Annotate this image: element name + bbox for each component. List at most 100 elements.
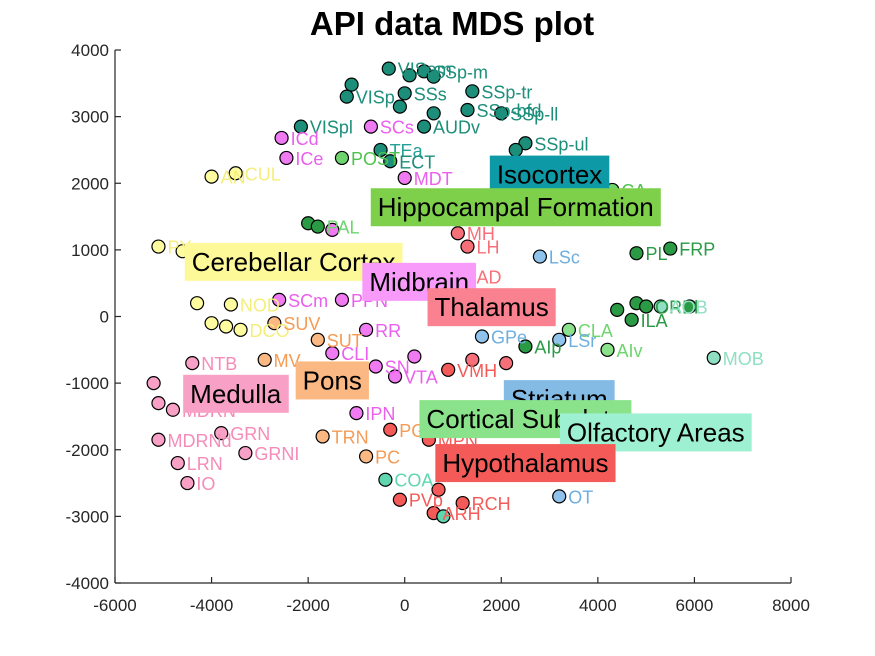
- data-point-label: MOB: [723, 349, 764, 369]
- group-label-text: Hippocampal Formation: [378, 192, 654, 222]
- group-label: Thalamus: [427, 288, 556, 327]
- data-point: [315, 429, 330, 444]
- data-point: [279, 150, 294, 166]
- data-point: [363, 119, 379, 134]
- x-tick-label: 8000: [772, 596, 810, 615]
- data-point-label: TRN: [332, 427, 369, 447]
- data-point-label: AUDv: [433, 118, 480, 138]
- data-point: [165, 402, 181, 417]
- data-point-label: VISpl: [310, 118, 353, 138]
- data-point: [274, 130, 289, 146]
- data-point: [218, 319, 234, 334]
- axes: -6000 -4000 -2000 0 2000 4000 6000 8000 -4000 -30…: [66, 41, 810, 615]
- data-point-label: ICd: [291, 129, 319, 149]
- data-point-label: RCH: [472, 494, 511, 514]
- group-label: Cerebellar Cortex: [184, 242, 403, 281]
- group-label-text: Thalamus: [435, 292, 549, 322]
- x-tick-label: -2000: [286, 596, 329, 615]
- data-point: [460, 102, 475, 118]
- data-point: [334, 292, 350, 307]
- data-point-label: PG: [399, 421, 425, 441]
- data-point-label: PVp: [409, 491, 443, 511]
- data-point: [272, 292, 287, 307]
- data-point-label: COA: [394, 471, 433, 491]
- group-label: Pons: [295, 361, 369, 400]
- x-tick-label: -6000: [93, 596, 136, 615]
- data-point: [450, 226, 465, 241]
- data-point: [465, 84, 480, 99]
- data-point-label: CLA: [578, 321, 613, 341]
- data-point-label: ILA: [641, 311, 668, 331]
- y-tick-label: 2000: [71, 174, 109, 193]
- group-label-text: Isocortex: [497, 160, 603, 190]
- data-point-label: ECT: [399, 152, 435, 172]
- data-point: [383, 422, 398, 437]
- data-point: [204, 316, 219, 331]
- data-point-label: GRN: [230, 424, 270, 444]
- data-point: [383, 154, 398, 169]
- data-point-label: SSp-bfd: [476, 101, 541, 121]
- data-point-label: SUT: [327, 331, 363, 351]
- data-point-label: GPe: [491, 327, 527, 347]
- data-point: [624, 312, 639, 327]
- data-point: [344, 77, 359, 92]
- data-point: [358, 322, 374, 337]
- data-point-label: VISp: [356, 88, 395, 108]
- data-point-label: SCs: [380, 118, 414, 138]
- data-point: [402, 68, 417, 83]
- y-tick-label: -1000: [66, 374, 109, 393]
- data-point: [610, 302, 625, 317]
- data-point: [426, 106, 441, 121]
- data-point: [387, 369, 403, 384]
- group-label-box: [370, 188, 661, 227]
- data-point-label: PC: [375, 447, 400, 467]
- data-point: [532, 249, 548, 264]
- x-tick-label: 4000: [579, 596, 617, 615]
- data-point-label: SUV: [283, 314, 320, 334]
- data-point-label: MDRNd: [167, 431, 231, 451]
- data-point-label: PL: [645, 244, 667, 264]
- x-tick-label: 0: [400, 596, 409, 615]
- data-point-label: SN: [385, 357, 410, 377]
- data-point-label: DCO: [250, 321, 290, 341]
- data-point: [552, 489, 567, 504]
- data-point: [146, 376, 161, 391]
- data-point: [151, 432, 166, 447]
- data-point-label: SSp-tr: [481, 82, 532, 102]
- points-layer: [146, 61, 721, 524]
- data-point-label: SSs: [414, 84, 447, 104]
- data-point-label: RR: [375, 321, 401, 341]
- data-point-label: TEa: [390, 141, 424, 161]
- data-point-label: NTB: [201, 354, 237, 374]
- y-tick-label: -2000: [66, 441, 109, 460]
- x-tick-label: 2000: [482, 596, 520, 615]
- data-point: [474, 329, 490, 344]
- group-label-text: Pons: [303, 365, 362, 395]
- y-tick-label: -3000: [66, 507, 109, 526]
- y-tick-label: -4000: [66, 574, 109, 593]
- data-point-label: SCm: [288, 291, 328, 311]
- x-tick-label: 6000: [676, 596, 714, 615]
- data-point-label: SSp-m: [433, 62, 488, 82]
- data-point: [460, 239, 475, 254]
- data-point-label: POST: [351, 149, 400, 169]
- data-point-label: AOB: [670, 298, 708, 318]
- y-tick-label: 0: [100, 308, 109, 327]
- data-point: [416, 119, 432, 134]
- group-label: Isocortex: [489, 155, 610, 194]
- data-point-label: AIp: [534, 337, 561, 357]
- data-point: [561, 322, 576, 337]
- data-point-label: LH: [476, 238, 499, 258]
- data-point: [600, 342, 615, 357]
- data-point: [508, 142, 523, 158]
- data-point: [392, 492, 407, 507]
- group-label-text: Medulla: [190, 379, 282, 409]
- data-point-label: LSc: [549, 248, 580, 268]
- data-point-label: ICe: [295, 149, 323, 169]
- data-point: [639, 299, 654, 314]
- data-point: [214, 425, 229, 441]
- data-point-label: VMH: [457, 361, 497, 381]
- data-point: [170, 455, 185, 471]
- group-label: Medulla: [183, 374, 289, 413]
